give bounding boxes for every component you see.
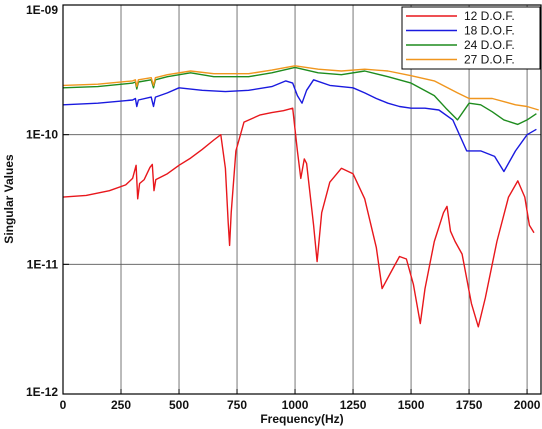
series-line	[62, 107, 535, 328]
legend-box	[401, 6, 541, 70]
x-tick-label: 1000	[282, 398, 309, 412]
y-tick-label: 1E-10	[26, 128, 58, 142]
x-tick-label: 1750	[456, 398, 483, 412]
x-tick-label: 1250	[340, 398, 367, 412]
legend-label: 27 D.O.F.	[464, 53, 515, 67]
legend-label: 24 D.O.F.	[464, 38, 515, 52]
series-lines	[62, 65, 539, 328]
x-axis-ticks: 0 250 500 750 1000 1250 1500 1750 2000	[60, 389, 541, 412]
plot-frame	[62, 4, 542, 395]
x-tick-label: 1500	[398, 398, 425, 412]
legend-label: 18 D.O.F.	[464, 24, 515, 38]
grid-lines	[63, 5, 541, 394]
series-line	[62, 65, 539, 111]
y-tick-label: 1E-09	[26, 3, 58, 17]
x-tick-label: 750	[227, 398, 247, 412]
legend-label: 12 D.O.F.	[464, 9, 515, 23]
plot-area	[63, 5, 541, 394]
y-axis-ticks: 1E-12 1E-11 1E-10 1E-09	[26, 3, 69, 399]
x-tick-label: 500	[169, 398, 189, 412]
legend: 12 D.O.F.18 D.O.F.24 D.O.F.27 D.O.F.	[401, 6, 541, 70]
y-tick-label: 1E-12	[26, 385, 58, 399]
x-tick-label: 2000	[514, 398, 541, 412]
y-axis-title: Singular Values	[2, 154, 16, 244]
y-tick-label: 1E-11	[27, 257, 59, 271]
x-tick-label: 0	[60, 398, 67, 412]
x-axis-title: Frequency(Hz)	[260, 412, 343, 426]
series-line	[62, 79, 537, 173]
x-tick-label: 250	[111, 398, 131, 412]
